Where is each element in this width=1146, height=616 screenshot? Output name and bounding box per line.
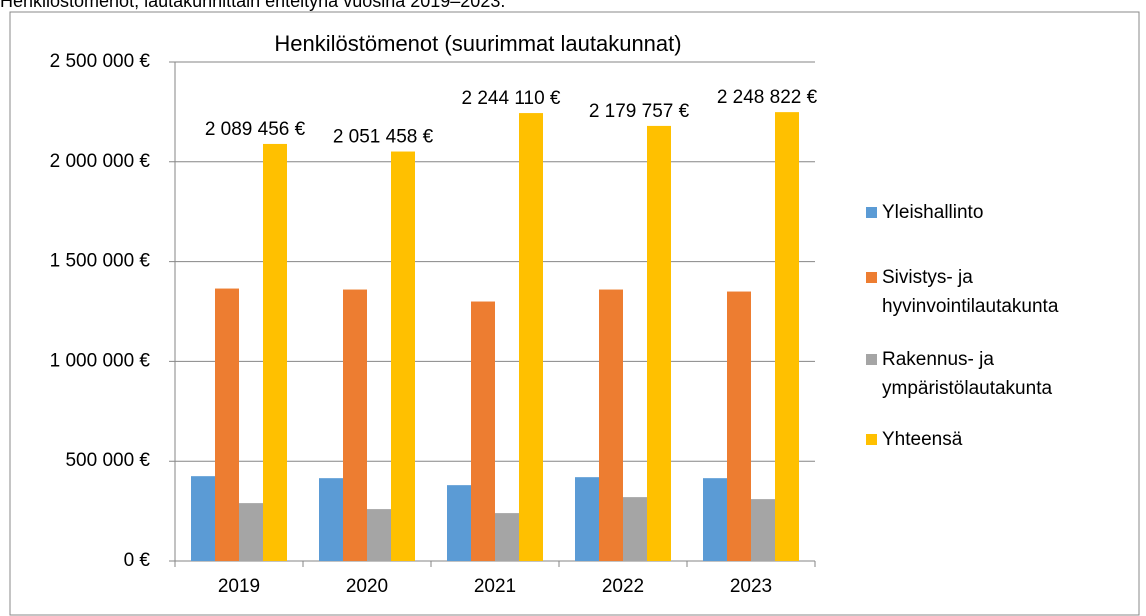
legend-label: Sivistys- ja hyvinvointilautakunta [882, 267, 1059, 317]
caption: Henkilöstömenot, lautakunnittain eritelt… [0, 0, 505, 11]
chart-title: Henkilöstömenot (suurimmat lautakunnat) [274, 31, 681, 56]
y-tick-label: 1 500 000 € [50, 251, 151, 272]
bar [751, 499, 775, 561]
bar [575, 477, 599, 561]
legend-entry: Rakennus- ja ympäristölautakunta [866, 345, 1116, 403]
x-tick-label: 2021 [474, 576, 516, 597]
data-label: 2 244 110 € [462, 88, 561, 109]
legend-swatch [866, 207, 877, 218]
bar [471, 301, 495, 561]
legend-swatch [866, 434, 877, 445]
bar [447, 485, 471, 561]
data-label: 2 089 456 € [205, 119, 306, 140]
bar [367, 509, 391, 561]
bar [775, 112, 799, 561]
legend-label: Rakennus- ja ympäristölautakunta [882, 349, 1053, 399]
bar [623, 497, 647, 561]
bar [727, 291, 751, 561]
x-tick-label: 2022 [602, 576, 644, 597]
legend-label: Yleishallinto [882, 202, 984, 223]
legend: Yleishallinto Sivistys- ja hyvinvointilau… [866, 198, 1116, 454]
legend-entry: Yhteensä [866, 425, 1116, 454]
bar [263, 143, 287, 561]
y-tick-label: 500 000 € [65, 450, 150, 471]
x-tick-label: 2020 [346, 576, 388, 597]
x-tick-label: 2023 [730, 576, 772, 597]
legend-swatch [866, 354, 877, 365]
legend-label: Yhteensä [882, 429, 963, 450]
legend-swatch [866, 272, 877, 283]
bar [495, 513, 519, 561]
y-tick-label: 0 € [124, 550, 151, 571]
bar [319, 478, 343, 561]
y-tick-label: 2 500 000 € [50, 51, 151, 72]
bar [703, 478, 727, 561]
data-label: 2 051 458 € [333, 127, 434, 148]
bar [215, 288, 239, 561]
data-label: 2 179 757 € [589, 101, 690, 122]
legend-entry: Yleishallinto [866, 198, 1116, 227]
bar [191, 476, 215, 561]
bar [391, 151, 415, 561]
bar [239, 503, 263, 561]
data-label: 2 248 822 € [717, 87, 818, 108]
y-tick-label: 1 000 000 € [50, 350, 151, 371]
x-tick-label: 2019 [218, 576, 260, 597]
legend-entry: Sivistys- ja hyvinvointilautakunta [866, 263, 1116, 321]
bar [519, 113, 543, 561]
bar [599, 289, 623, 561]
bar [343, 289, 367, 561]
bar [647, 125, 671, 561]
y-tick-label: 2 000 000 € [50, 151, 151, 172]
